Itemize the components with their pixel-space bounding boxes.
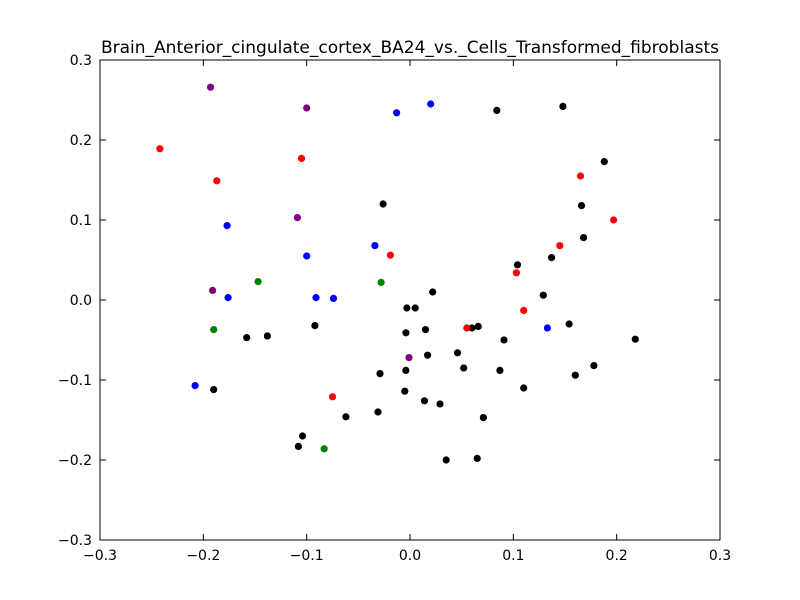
- y-tick-label: 0.2: [70, 133, 92, 149]
- points-layer: [156, 83, 639, 464]
- data-point: [556, 242, 564, 250]
- data-point: [320, 445, 328, 453]
- data-point: [311, 322, 319, 330]
- data-point: [610, 216, 618, 224]
- data-point: [442, 456, 450, 464]
- data-point: [424, 351, 432, 359]
- data-point: [210, 386, 218, 394]
- data-point: [580, 234, 588, 242]
- data-point: [329, 294, 338, 302]
- data-point: [631, 335, 639, 343]
- data-point: [548, 254, 556, 262]
- y-axis: −0.3 −0.2 −0.1 0.0 0.1 0.2 0.3: [58, 53, 720, 549]
- data-point: [213, 177, 221, 185]
- data-point: [243, 334, 251, 342]
- data-point: [293, 214, 301, 222]
- data-point: [512, 269, 521, 277]
- data-point: [401, 387, 409, 395]
- y-tick-label: 0.1: [70, 213, 92, 229]
- data-point: [565, 320, 573, 328]
- data-point: [379, 200, 387, 208]
- data-point: [393, 109, 401, 117]
- x-tick-label: −0.1: [290, 548, 324, 564]
- data-point: [463, 324, 471, 332]
- data-point: [493, 106, 501, 114]
- data-point: [210, 326, 218, 334]
- data-point: [263, 332, 271, 340]
- x-tick-label: 0.2: [606, 548, 628, 564]
- data-point: [436, 400, 444, 408]
- y-tick-label: −0.2: [58, 453, 92, 469]
- data-point: [420, 397, 429, 405]
- y-tick-label: 0.0: [70, 293, 92, 309]
- data-point: [474, 322, 482, 330]
- data-point: [209, 286, 217, 294]
- data-point: [453, 349, 462, 357]
- data-point: [479, 414, 487, 422]
- data-point: [371, 242, 379, 250]
- data-point: [377, 278, 385, 286]
- data-point: [402, 366, 410, 374]
- data-point: [421, 326, 430, 334]
- y-tick-label: −0.1: [58, 373, 92, 389]
- data-point: [386, 251, 394, 259]
- data-point: [223, 222, 231, 230]
- data-point: [559, 102, 567, 110]
- data-point: [303, 104, 311, 112]
- x-tick-label: 0.0: [399, 548, 421, 564]
- data-point: [473, 454, 481, 462]
- y-tick-label: −0.3: [58, 533, 92, 549]
- data-point: [577, 202, 586, 210]
- data-point: [303, 252, 311, 260]
- data-point: [403, 304, 411, 312]
- data-point: [207, 83, 215, 91]
- data-point: [191, 382, 199, 390]
- data-point: [298, 432, 307, 440]
- data-point: [539, 291, 547, 299]
- data-point: [590, 362, 598, 370]
- data-point: [576, 172, 585, 180]
- data-point: [312, 294, 320, 302]
- data-point: [374, 408, 382, 416]
- data-point: [520, 384, 528, 392]
- data-point: [411, 304, 419, 312]
- data-point: [224, 294, 232, 302]
- data-point: [496, 366, 504, 374]
- data-point: [297, 154, 306, 162]
- data-point: [405, 354, 413, 362]
- data-point: [520, 306, 528, 314]
- data-point: [468, 324, 476, 332]
- data-point: [460, 364, 468, 372]
- data-point: [342, 413, 350, 421]
- data-point: [328, 393, 337, 401]
- data-point: [600, 158, 608, 166]
- data-point: [571, 371, 579, 379]
- x-axis: −0.3 −0.2 −0.1 0.0 0.1 0.2 0.3: [83, 60, 731, 564]
- x-tick-label: −0.3: [83, 548, 117, 564]
- data-point: [254, 278, 262, 286]
- data-point: [402, 329, 410, 337]
- data-point: [156, 145, 164, 153]
- y-tick-label: 0.3: [70, 53, 92, 69]
- data-point: [543, 324, 552, 332]
- data-point: [376, 370, 384, 378]
- data-point: [513, 261, 522, 269]
- data-point: [427, 100, 435, 108]
- x-tick-label: 0.3: [709, 548, 731, 564]
- x-tick-label: 0.1: [502, 548, 524, 564]
- data-point: [429, 288, 437, 296]
- x-tick-label: −0.2: [186, 548, 220, 564]
- data-point: [294, 442, 302, 450]
- data-point: [500, 336, 508, 344]
- chart-title: Brain_Anterior_cingulate_cortex_BA24_vs.…: [101, 38, 719, 58]
- plot-frame: [99, 59, 721, 541]
